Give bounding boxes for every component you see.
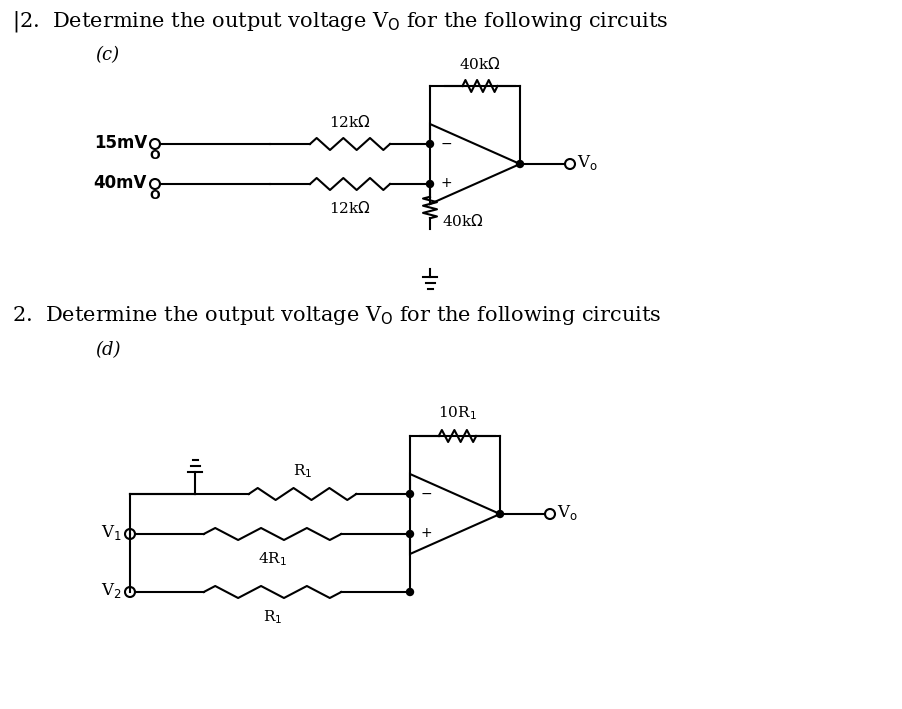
Text: O: O <box>149 189 160 202</box>
Text: V$_2$: V$_2$ <box>101 581 122 601</box>
Text: 12k$\Omega$: 12k$\Omega$ <box>329 114 371 130</box>
Text: (c): (c) <box>95 46 119 64</box>
Text: 10R$_1$: 10R$_1$ <box>438 404 477 422</box>
Circle shape <box>125 587 135 597</box>
Text: V$_\mathrm{o}$: V$_\mathrm{o}$ <box>557 503 578 523</box>
Circle shape <box>496 510 503 518</box>
Circle shape <box>517 160 523 167</box>
Text: V$_\mathrm{o}$: V$_\mathrm{o}$ <box>577 154 598 172</box>
Circle shape <box>565 159 575 169</box>
Text: 40mV: 40mV <box>94 174 147 192</box>
Circle shape <box>427 140 434 147</box>
Text: 40k$\Omega$: 40k$\Omega$ <box>442 213 483 230</box>
Text: 40k$\Omega$: 40k$\Omega$ <box>459 56 501 72</box>
Text: 15mV: 15mV <box>94 134 147 152</box>
Text: $-$: $-$ <box>420 486 432 500</box>
Circle shape <box>407 588 413 596</box>
Text: O: O <box>149 149 160 162</box>
Text: 2.  Determine the output voltage V$_\mathrm{O}$ for the following circuits: 2. Determine the output voltage V$_\math… <box>12 304 661 327</box>
Circle shape <box>150 179 160 189</box>
Text: V$_1$: V$_1$ <box>101 523 122 542</box>
Circle shape <box>407 491 413 498</box>
Circle shape <box>545 509 555 519</box>
Circle shape <box>125 529 135 539</box>
Circle shape <box>150 139 160 149</box>
Text: R$_1$: R$_1$ <box>262 608 282 626</box>
Text: $+$: $+$ <box>420 526 432 540</box>
Text: $|$2.  Determine the output voltage V$_\mathrm{O}$ for the following circuits: $|$2. Determine the output voltage V$_\m… <box>12 9 668 34</box>
Text: $-$: $-$ <box>440 136 452 150</box>
Text: R$_1$: R$_1$ <box>293 462 312 480</box>
Text: 4R$_1$: 4R$_1$ <box>258 550 287 568</box>
Text: (d): (d) <box>95 341 121 359</box>
Circle shape <box>427 181 434 187</box>
Circle shape <box>407 530 413 537</box>
Text: 12k$\Omega$: 12k$\Omega$ <box>329 200 371 216</box>
Text: $+$: $+$ <box>440 176 452 190</box>
